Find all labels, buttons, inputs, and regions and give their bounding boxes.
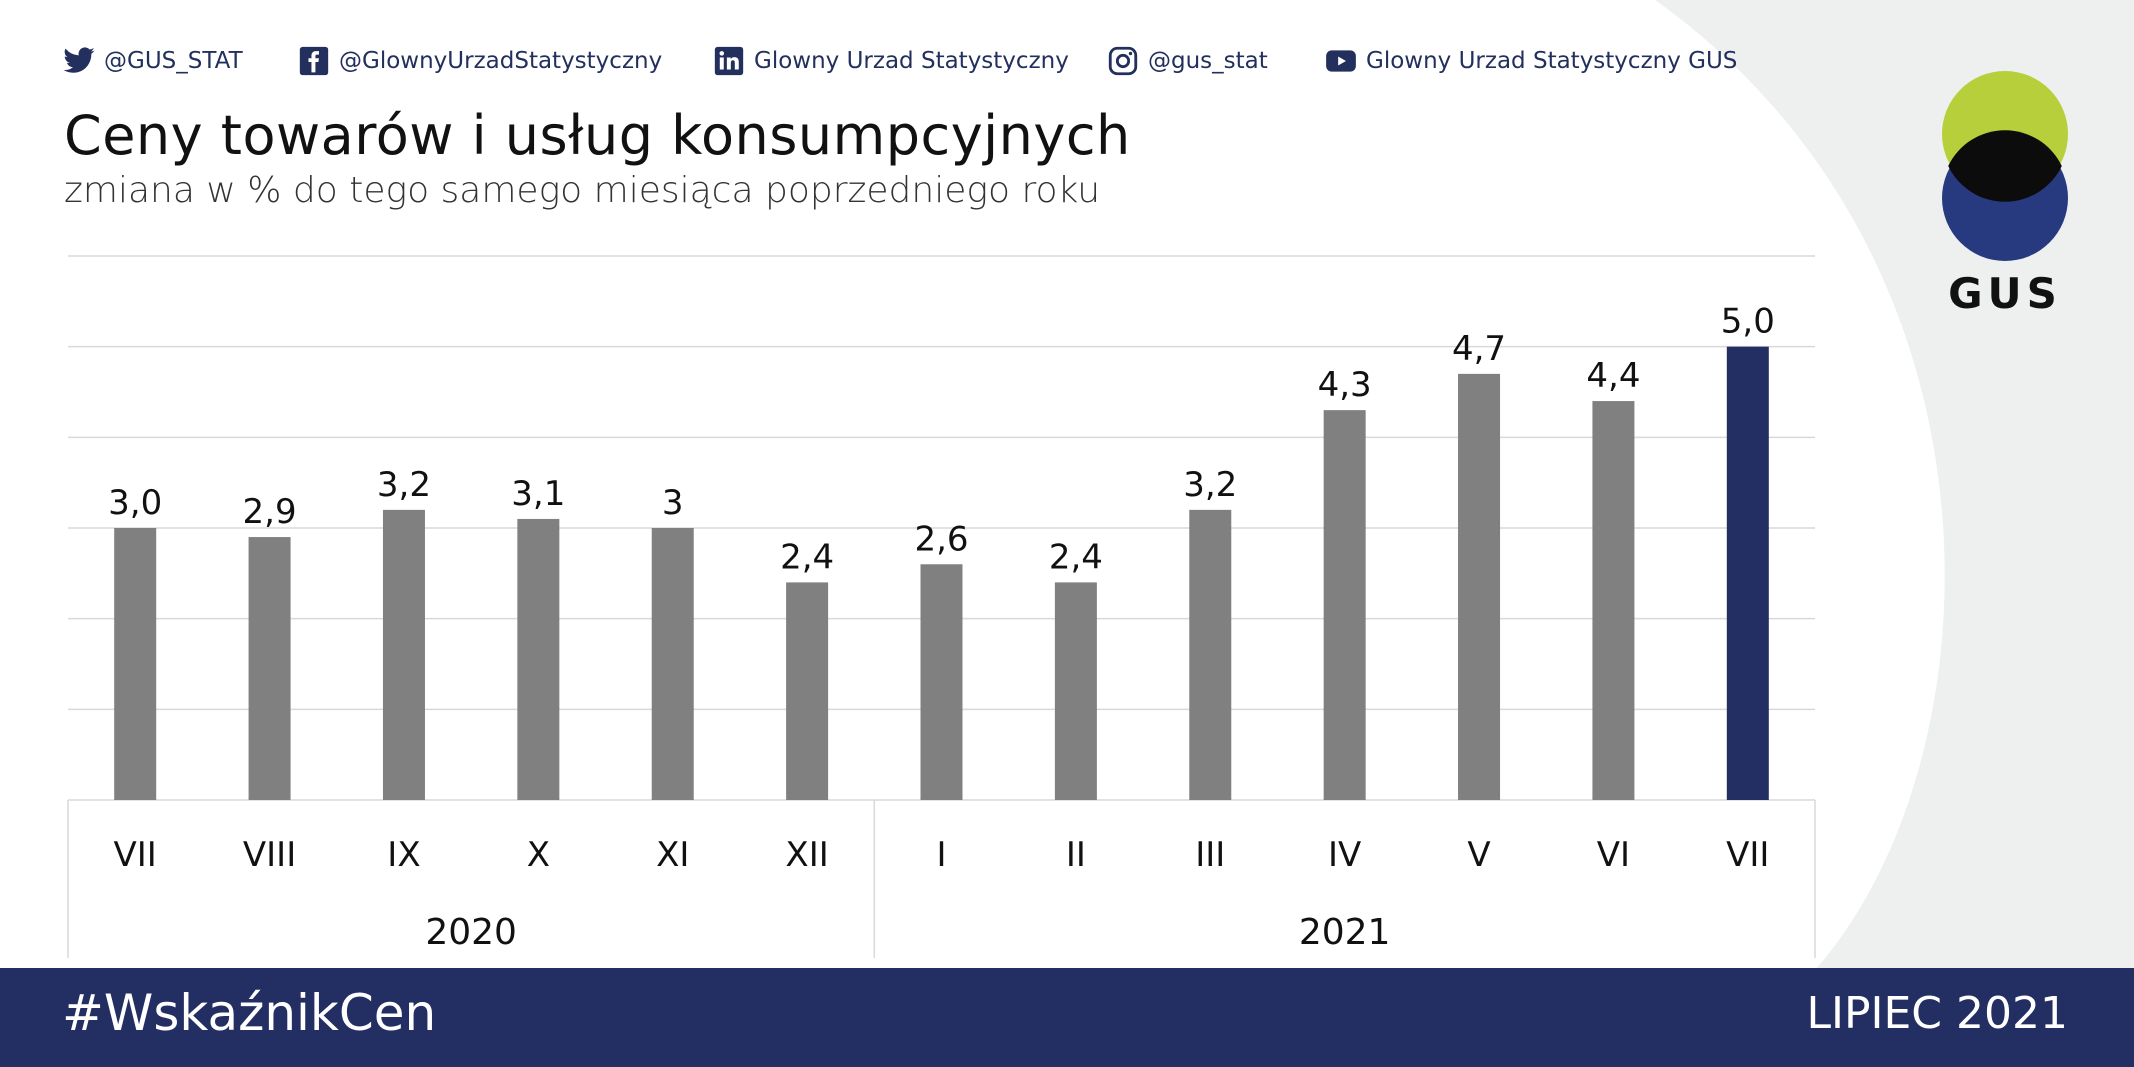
bar xyxy=(248,537,291,800)
linkedin-handle: Glowny Urzad Statystyczny xyxy=(754,48,1069,74)
data-label: 3,2 xyxy=(377,465,431,505)
tick-label: II xyxy=(1066,835,1086,875)
facebook-handle: @GlownyUrzadStatystyczny xyxy=(339,48,663,74)
facebook-icon xyxy=(299,46,329,76)
tick-label: VII xyxy=(1726,835,1769,875)
twitter-handle: @GUS_STAT xyxy=(104,48,243,74)
tick-label: X xyxy=(527,835,550,875)
social-linkedin[interactable]: Glowny Urzad Statystyczny xyxy=(712,44,1069,78)
data-label: 4,4 xyxy=(1586,356,1640,396)
data-label: 2,9 xyxy=(243,492,297,532)
footer-bar: #WskaźnikCen LIPIEC 2021 xyxy=(0,968,2134,1067)
data-label: 5,0 xyxy=(1721,302,1775,342)
bar xyxy=(1726,346,1769,800)
social-instagram[interactable]: @gus_stat xyxy=(1106,44,1268,78)
footer-period: LIPIEC 2021 xyxy=(1806,988,2069,1039)
data-label: 2,6 xyxy=(914,519,968,559)
social-youtube[interactable]: Glowny Urzad Statystyczny GUS xyxy=(1324,44,1737,78)
bar xyxy=(1458,373,1501,800)
tick-label: XII xyxy=(785,835,828,875)
instagram-icon xyxy=(1108,46,1138,76)
bar xyxy=(517,518,560,800)
bar xyxy=(1189,509,1232,800)
tick-label: IX xyxy=(387,835,420,875)
social-twitter[interactable]: @GUS_STAT xyxy=(62,44,243,78)
tick-label: III xyxy=(1195,835,1225,875)
tick-label: VIII xyxy=(243,835,296,875)
bar xyxy=(114,528,157,800)
youtube-channel: Glowny Urzad Statystyczny GUS xyxy=(1366,48,1738,74)
chart-title: Ceny towarów i usług konsumpcyjnych xyxy=(64,104,1131,167)
bar xyxy=(786,582,829,800)
tick-label: VI xyxy=(1597,835,1630,875)
data-label: 3,1 xyxy=(511,474,565,514)
data-label: 3,0 xyxy=(108,483,162,523)
social-facebook[interactable]: @GlownyUrzadStatystyczny xyxy=(297,44,662,78)
data-label: 3 xyxy=(662,483,684,523)
tick-label: IV xyxy=(1328,835,1361,875)
logo-overlap xyxy=(1948,130,2062,202)
youtube-icon xyxy=(1326,50,1356,72)
group-label: 2020 xyxy=(425,912,517,953)
twitter-icon xyxy=(63,47,95,73)
data-label: 2,4 xyxy=(1049,537,1103,577)
bar xyxy=(920,564,963,800)
bar xyxy=(1592,401,1635,800)
bar xyxy=(1054,582,1097,800)
data-label: 3,2 xyxy=(1183,465,1237,505)
bar xyxy=(1323,410,1366,800)
linkedin-icon xyxy=(714,46,744,76)
group-label: 2021 xyxy=(1299,912,1391,953)
logo-text: GUS xyxy=(1948,269,2062,318)
data-label: 2,4 xyxy=(780,537,834,577)
tick-label: V xyxy=(1467,835,1490,875)
chart-subtitle: zmiana w % do tego samego miesiąca poprz… xyxy=(64,170,1101,211)
gus-logo: GUS xyxy=(1942,71,2068,318)
tick-label: XI xyxy=(656,835,689,875)
tick-label: I xyxy=(936,835,946,875)
data-label: 4,3 xyxy=(1318,365,1372,405)
tick-label: VII xyxy=(114,835,157,875)
footer-hashtag: #WskaźnikCen xyxy=(62,984,437,1042)
social-media-bar: @GUS_STAT @GlownyUrzadStatystyczny Glown… xyxy=(62,44,2134,78)
data-label: 4,7 xyxy=(1452,329,1506,369)
instagram-handle: @gus_stat xyxy=(1148,48,1268,74)
bar xyxy=(651,528,694,800)
bar xyxy=(382,509,425,800)
